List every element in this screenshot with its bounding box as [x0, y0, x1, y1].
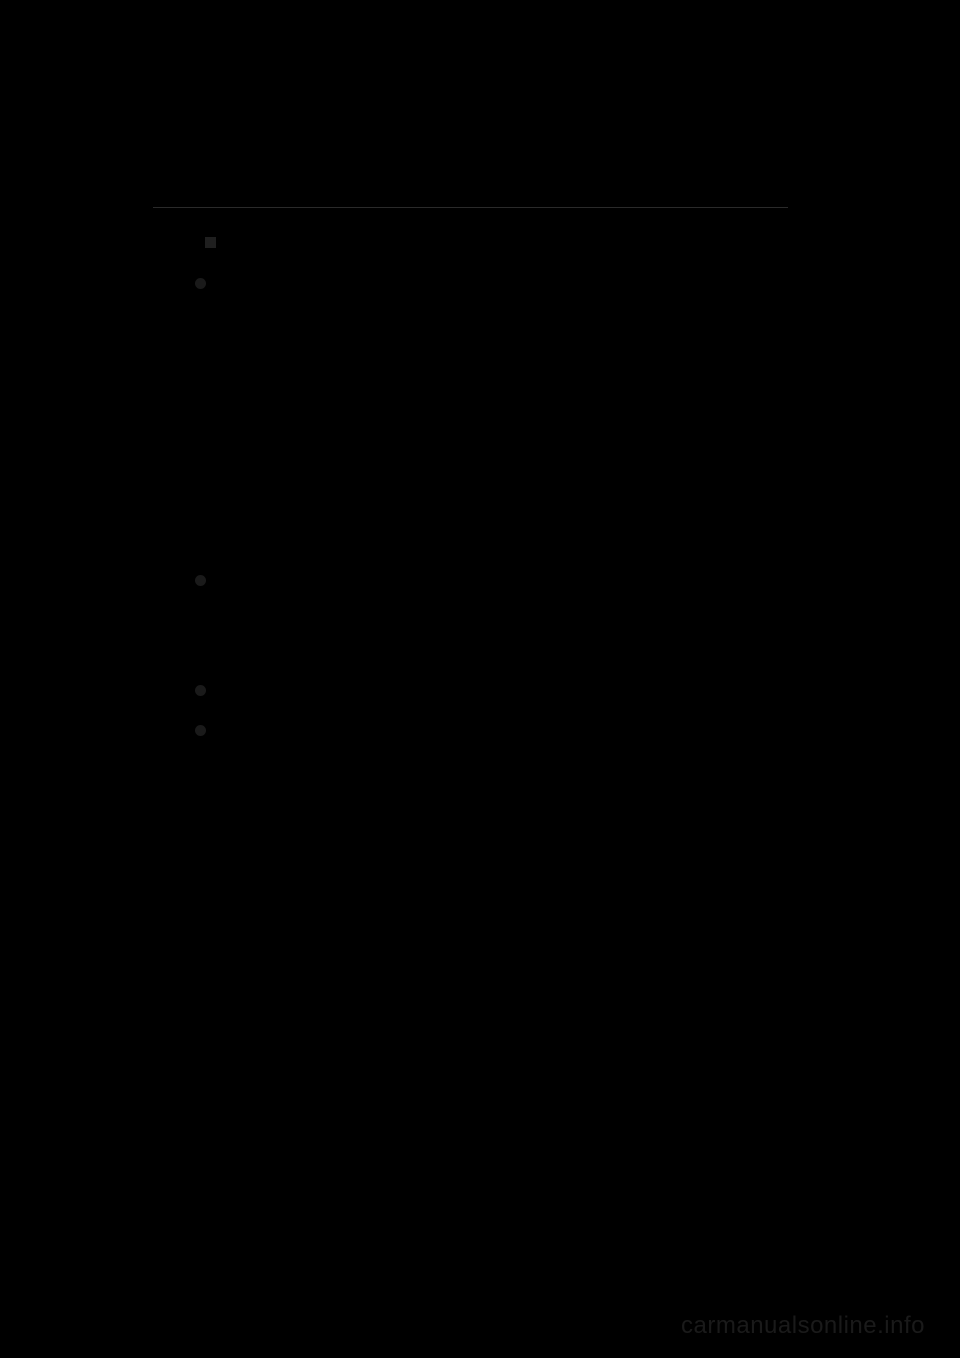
bullet-icon: [195, 685, 206, 696]
bullet-icon: [195, 575, 206, 586]
bullet-icon: [195, 725, 206, 736]
divider-line: [153, 207, 788, 208]
bullet-icon: [195, 278, 206, 289]
square-bullet-icon: [205, 237, 216, 248]
watermark-text: carmanualsonline.info: [681, 1312, 925, 1340]
